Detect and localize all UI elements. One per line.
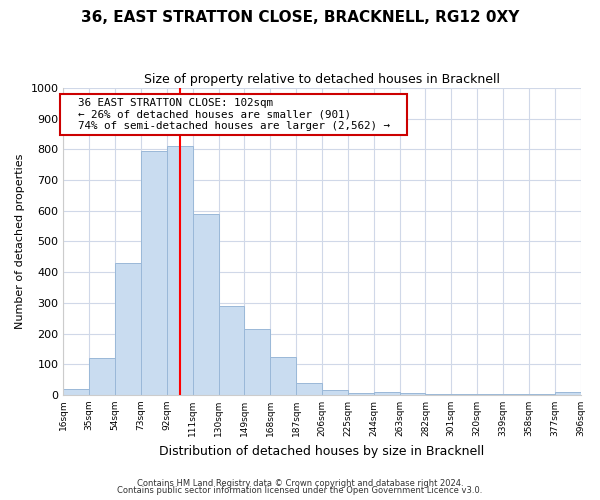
Text: Contains HM Land Registry data © Crown copyright and database right 2024.: Contains HM Land Registry data © Crown c… (137, 478, 463, 488)
Bar (503, 394, 529, 395)
Bar (554, 392, 581, 395)
Bar (270, 356, 296, 395)
Bar (374, 392, 400, 395)
Bar (477, 394, 503, 395)
Bar (244, 329, 270, 395)
Text: 36 EAST STRATTON CLOSE: 102sqm
  ← 26% of detached houses are smaller (901)
  74: 36 EAST STRATTON CLOSE: 102sqm ← 26% of … (65, 98, 403, 131)
Bar (400, 394, 425, 395)
Bar (141, 151, 167, 395)
Bar (322, 390, 348, 395)
Bar (296, 382, 322, 395)
Bar (348, 394, 374, 395)
Bar (167, 146, 193, 395)
Bar (529, 394, 554, 395)
Bar (218, 306, 244, 395)
Y-axis label: Number of detached properties: Number of detached properties (15, 154, 25, 329)
Bar (89, 358, 115, 395)
Text: 36, EAST STRATTON CLOSE, BRACKNELL, RG12 0XY: 36, EAST STRATTON CLOSE, BRACKNELL, RG12… (81, 10, 519, 25)
Bar (451, 394, 477, 395)
Bar (115, 263, 141, 395)
Bar (193, 214, 218, 395)
Bar (425, 394, 451, 395)
X-axis label: Distribution of detached houses by size in Bracknell: Distribution of detached houses by size … (160, 444, 485, 458)
Title: Size of property relative to detached houses in Bracknell: Size of property relative to detached ho… (144, 72, 500, 86)
Text: Contains public sector information licensed under the Open Government Licence v3: Contains public sector information licen… (118, 486, 482, 495)
Bar (64, 390, 89, 395)
